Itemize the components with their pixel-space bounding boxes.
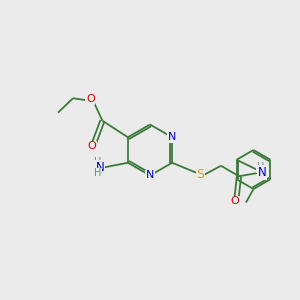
Text: S: S [196,168,205,181]
Text: N: N [257,166,266,179]
Text: H: H [94,157,102,167]
Text: N: N [96,161,104,174]
Text: H: H [257,162,264,172]
Text: N: N [168,132,176,142]
Text: O: O [86,94,95,104]
Text: O: O [231,196,239,206]
Text: O: O [87,141,96,151]
Text: H: H [94,168,102,178]
Text: N: N [146,170,154,181]
